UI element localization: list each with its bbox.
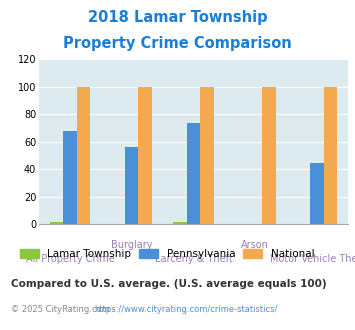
Bar <box>200 87 214 224</box>
Bar <box>173 222 187 224</box>
Bar <box>324 87 337 224</box>
Bar <box>50 222 63 224</box>
Text: All Property Crime: All Property Crime <box>26 253 114 264</box>
Bar <box>77 87 90 224</box>
Text: Burglary: Burglary <box>111 240 152 250</box>
Bar <box>310 163 324 224</box>
Text: Larceny & Theft: Larceny & Theft <box>154 253 233 264</box>
Text: Motor Vehicle Theft: Motor Vehicle Theft <box>270 253 355 264</box>
Bar <box>125 148 138 224</box>
Bar <box>187 123 200 224</box>
Text: https://www.cityrating.com/crime-statistics/: https://www.cityrating.com/crime-statist… <box>94 305 278 314</box>
Text: Property Crime Comparison: Property Crime Comparison <box>63 36 292 51</box>
Legend: Lamar Township, Pennsylvania, National: Lamar Township, Pennsylvania, National <box>16 245 318 263</box>
Bar <box>262 87 275 224</box>
Text: 2018 Lamar Township: 2018 Lamar Township <box>88 10 267 25</box>
Text: Arson: Arson <box>241 240 269 250</box>
Bar <box>63 131 77 224</box>
Bar <box>138 87 152 224</box>
Text: © 2025 CityRating.com -: © 2025 CityRating.com - <box>11 305 118 314</box>
Text: Compared to U.S. average. (U.S. average equals 100): Compared to U.S. average. (U.S. average … <box>11 279 326 289</box>
